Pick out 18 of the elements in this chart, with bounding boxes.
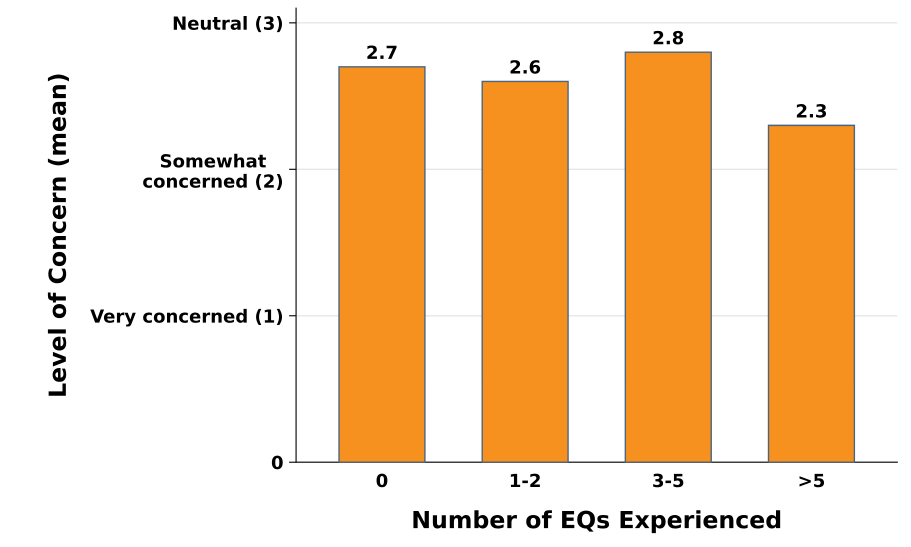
y-tick-label: Somewhat concerned (2) [143,154,282,190]
bar [624,51,712,462]
bar [338,66,426,462]
x-tick-label: 1-2 [510,474,540,488]
x-tick-label: 3-5 [653,474,684,488]
data-label: 2.6 [510,60,540,74]
data-label: 2.7 [367,45,397,59]
x-tick-label: 0 [376,474,388,488]
y-tick-label: Very concerned (1) [90,308,282,327]
y-tick-label: Neutral (3) [174,16,282,32]
data-label: 2.3 [796,104,826,118]
data-label: 2.8 [654,30,684,44]
x-tick-label: >5 [800,474,824,488]
x-axis-title: Number of EQs Experienced [413,510,780,534]
bar [481,80,569,462]
y-tick-label: 0 [272,456,283,470]
bar [768,124,856,462]
y-axis-title: Level of Concern (mean) [48,74,69,396]
